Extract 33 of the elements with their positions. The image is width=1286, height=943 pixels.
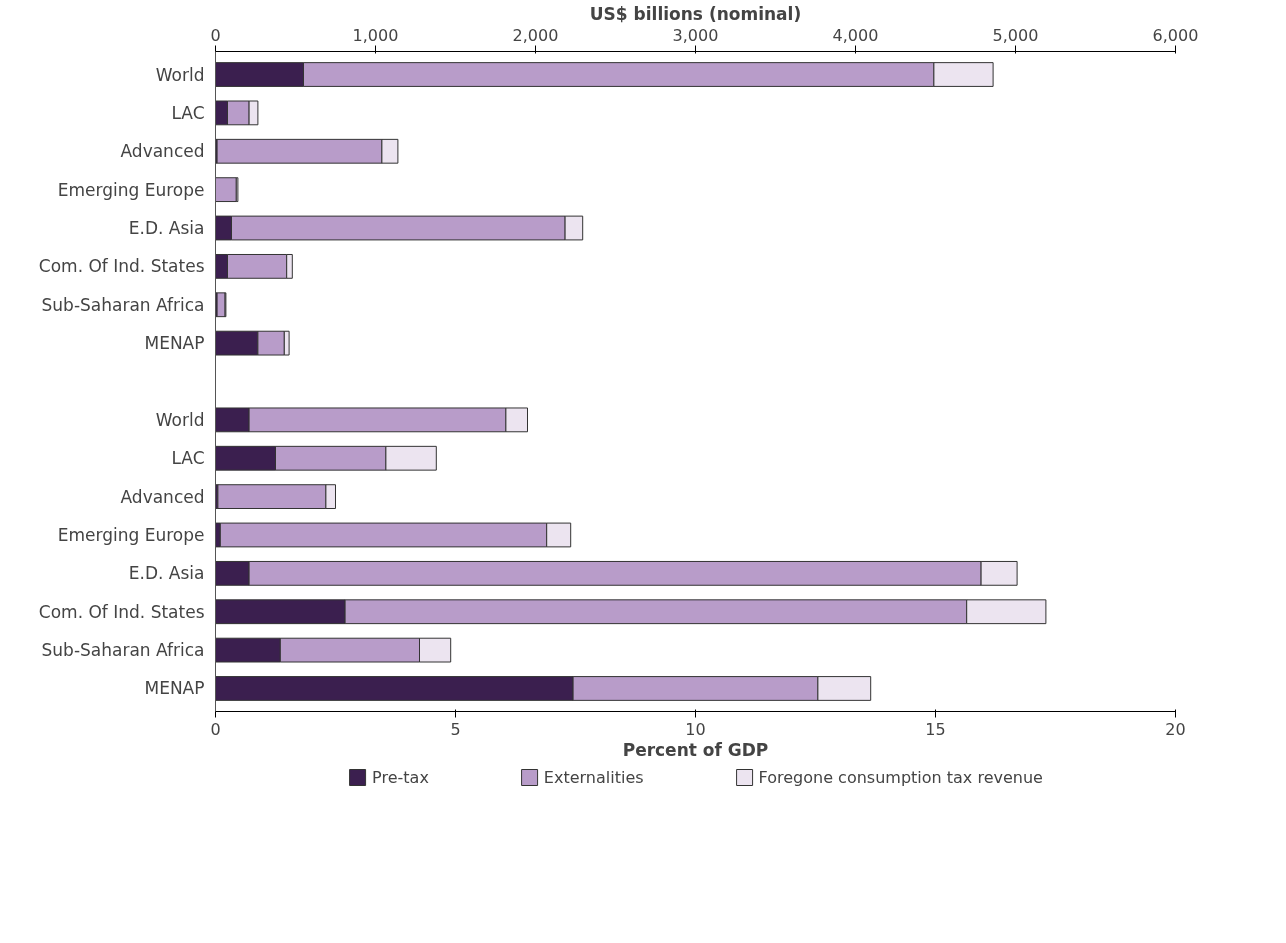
legend-label: Externalities [543, 767, 644, 787]
x-axis-title: Percent of GDP [622, 739, 769, 760]
x-tick-label: 10 [685, 719, 706, 739]
y-tick-label: Sub-Saharan Africa [41, 640, 205, 661]
y-tick-label: E.D. Asia [128, 563, 205, 584]
y-tick-label: Com. Of Ind. States [38, 601, 205, 622]
y-tick-label: Emerging Europe [57, 179, 205, 200]
x-tick-label: 6,000 [1152, 25, 1199, 45]
x-tick-label: 20 [1165, 719, 1186, 739]
y-tick-label: Com. Of Ind. States [38, 256, 205, 277]
x-tick-label: 3,000 [672, 25, 719, 45]
x-tick-label: 4,000 [832, 25, 879, 45]
y-tick-label: LAC [171, 102, 205, 123]
x-tick-label: 0 [210, 25, 221, 45]
x-tick-label: 2,000 [512, 25, 559, 45]
y-tick-label: Advanced [120, 486, 205, 507]
legend-label: Pre-tax [372, 767, 429, 787]
x-tick-label: 5 [450, 719, 461, 739]
y-tick-label: MENAP [144, 333, 205, 354]
y-tick-label: World [155, 64, 205, 85]
x-tick-label: 5,000 [992, 25, 1039, 45]
x-tick-label: 15 [925, 719, 946, 739]
y-tick-label: E.D. Asia [128, 218, 205, 239]
legend-label: Foregone consumption tax revenue [758, 767, 1043, 787]
y-tick-label: MENAP [144, 678, 205, 699]
x-tick-label: 0 [210, 719, 221, 739]
y-tick-label: Emerging Europe [57, 524, 205, 545]
y-tick-label: World [155, 409, 205, 430]
y-tick-label: LAC [171, 448, 205, 469]
x-axis-title: US$ billions (nominal) [589, 3, 802, 24]
y-tick-label: Sub-Saharan Africa [41, 294, 205, 315]
x-tick-label: 1,000 [352, 25, 399, 45]
y-tick-label: Advanced [120, 141, 205, 162]
